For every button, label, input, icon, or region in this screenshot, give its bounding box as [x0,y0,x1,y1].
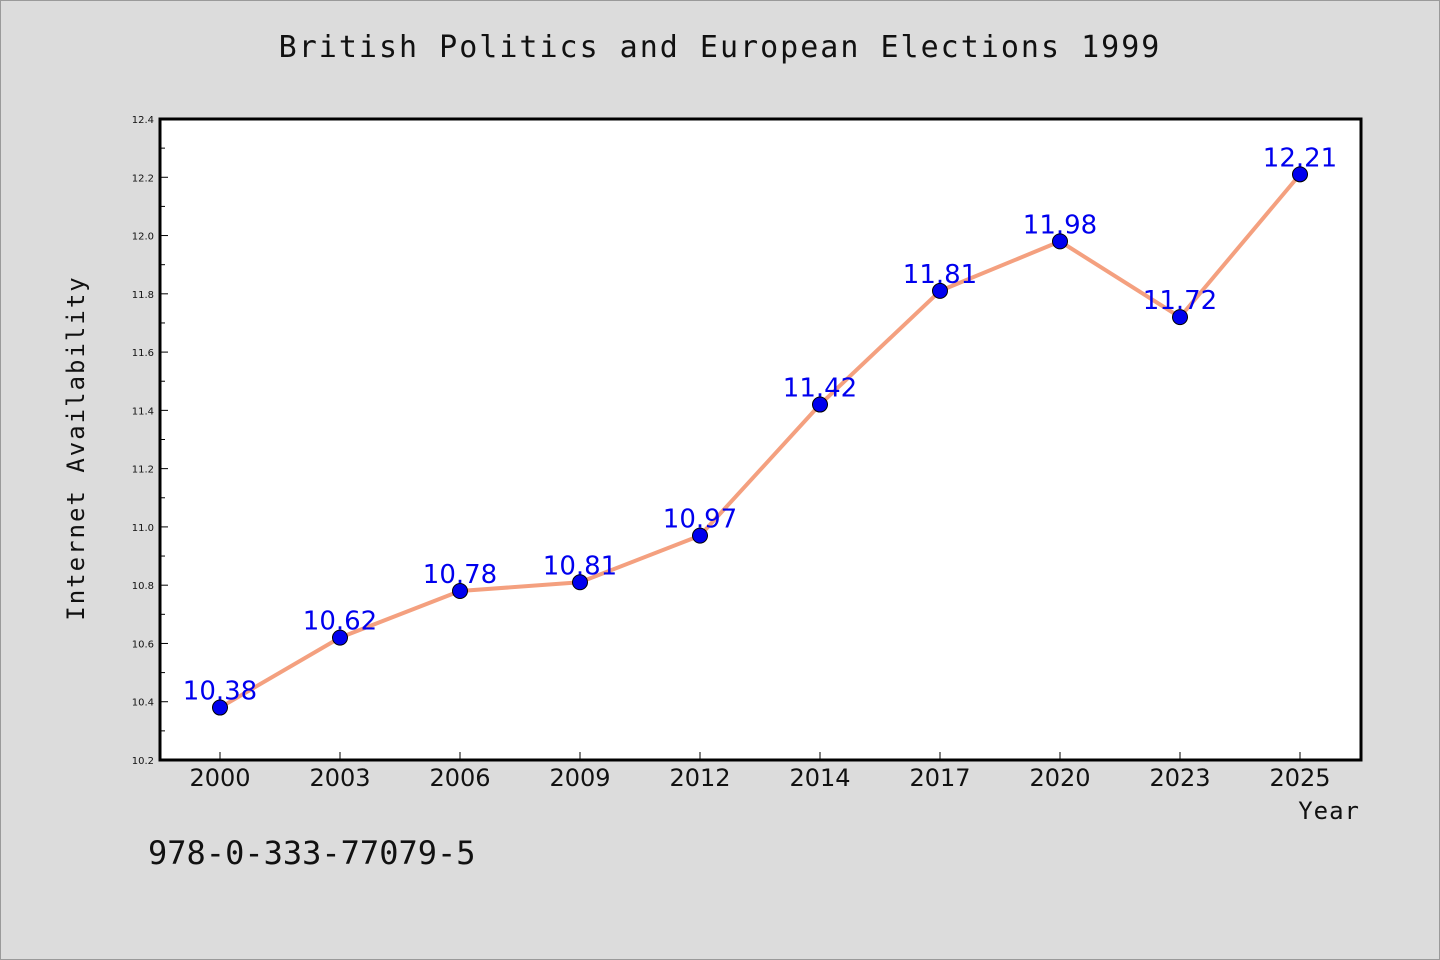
data-label: 10.62 [303,607,377,637]
data-label: 11.72 [1143,286,1217,316]
data-label: 11.81 [903,260,977,290]
y-tick-label: 10.2 [132,756,154,767]
data-label: 11.42 [783,374,857,404]
plot-area [158,117,1363,762]
x-axis-ticks: 2000 2003 2006 2009 2012 2014 2017 2020 2023 2025 [189,752,1331,792]
x-tick-label: 2020 [1029,764,1090,792]
x-tick-label: 2006 [429,764,490,792]
data-label: 10.38 [183,677,257,707]
x-tick-label: 2017 [909,764,970,792]
y-tick-label: 11.0 [132,523,154,534]
data-label: 10.81 [543,551,617,581]
data-point [932,282,948,299]
series-line [218,172,1302,710]
x-tick-label: 2025 [1269,764,1330,792]
data-label: 11.98 [1023,210,1097,240]
chart-title: British Politics and European Elections … [278,30,1162,65]
x-tick-label: 2003 [309,764,370,792]
y-tick-label: 10.4 [132,698,154,709]
y-tick-label: 12.0 [132,232,154,243]
x-axis-label: Year [1298,797,1360,825]
y-axis-ticks: 10.2 10.4 10.6 10.8 11.0 11.2 11.4 11.6 11.8 12.0… [132,115,168,767]
y-tick-label: 11.6 [132,348,154,359]
data-label: 10.97 [663,505,737,535]
series-group: 10.38 10.62 10.78 10.81 10.97 11.42 11.81 11.98… [183,143,1337,716]
x-tick-label: 2009 [549,764,610,792]
y-tick-label: 11.8 [132,290,154,301]
data-point [692,527,708,544]
data-point [572,574,588,591]
data-label: 12.21 [1263,143,1337,173]
y-tick-label: 11.4 [132,406,154,417]
data-label: 10.78 [423,560,497,590]
footer-code: 978-0-333-77079-5 [148,834,476,872]
data-point [1172,309,1188,326]
data-point [1052,233,1068,250]
data-point [452,583,468,600]
data-point [1292,166,1308,183]
y-tick-label: 12.2 [132,173,154,184]
x-tick-label: 2014 [789,764,850,792]
data-point [212,699,228,716]
data-point [332,629,348,646]
data-point [812,396,828,413]
y-tick-label: 11.2 [132,465,154,476]
y-tick-label: 10.8 [132,581,154,592]
y-tick-label: 10.6 [132,639,154,650]
x-tick-label: 2023 [1149,764,1210,792]
x-tick-label: 2012 [669,764,730,792]
y-tick-label: 12.4 [132,115,154,126]
x-tick-label: 2000 [189,764,250,792]
